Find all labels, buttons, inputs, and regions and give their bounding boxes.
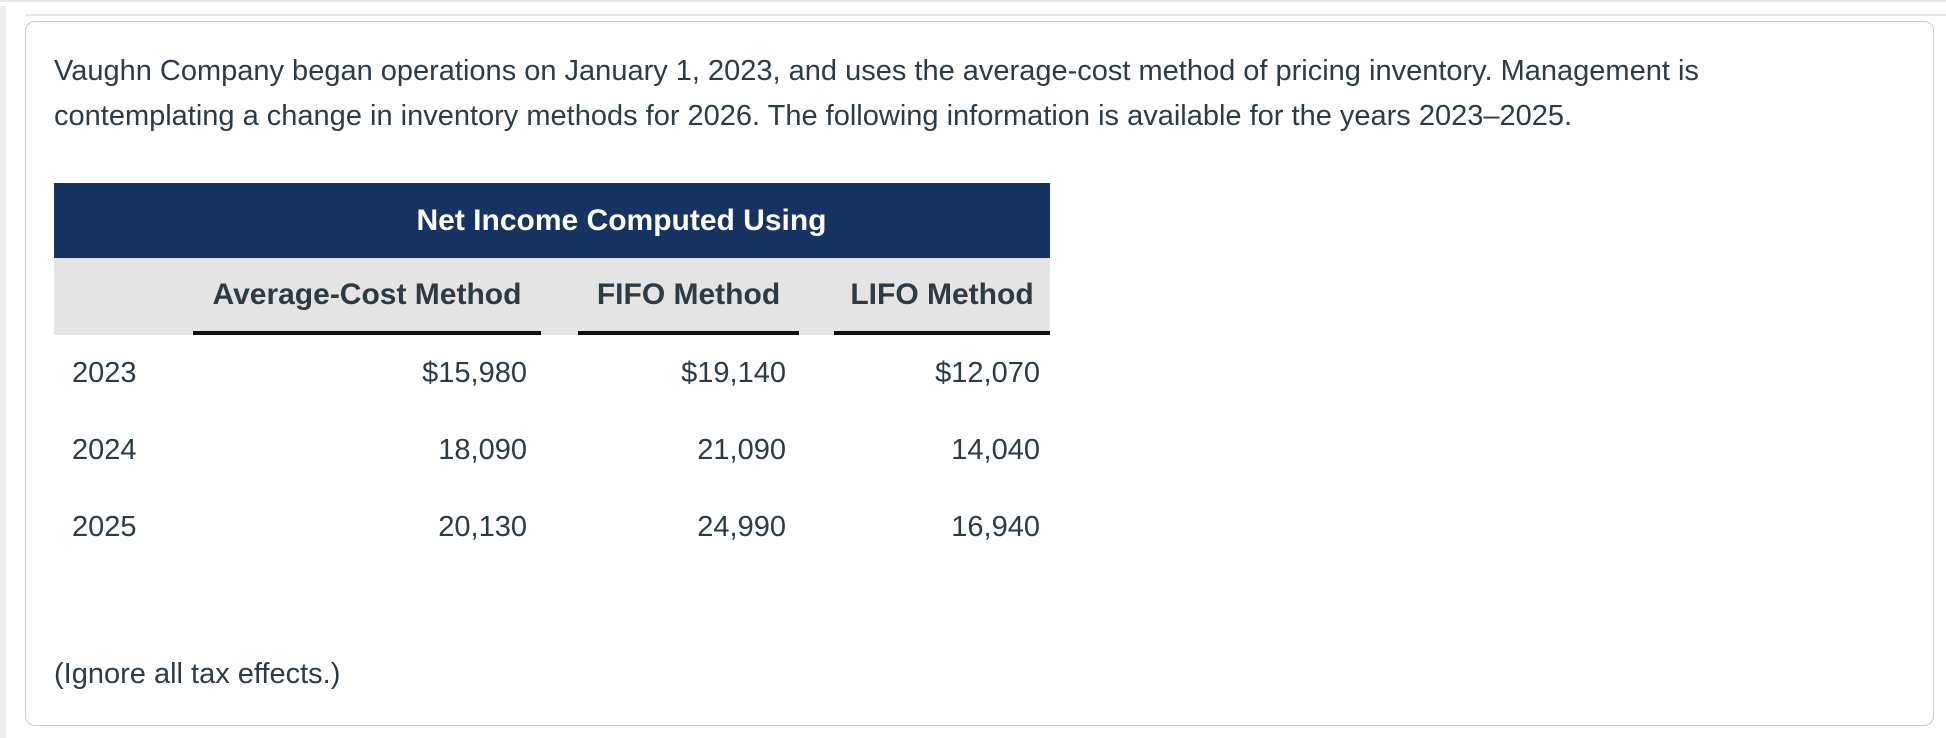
fifo-value: 21,090 xyxy=(697,434,786,466)
table-row: 2025 20,130 24,990 16,940 xyxy=(54,489,1050,566)
table-row: 2023 $15,980 $19,140 $12,070 xyxy=(54,335,1050,412)
lifo-value: $12,070 xyxy=(935,357,1040,389)
column-header-fifo: FIFO Method xyxy=(596,278,781,311)
underline-lifo xyxy=(834,331,1050,335)
column-header-lifo: LIFO Method xyxy=(850,278,1034,311)
column-header-average-cost: Average-Cost Method xyxy=(212,278,522,311)
underline-average-cost xyxy=(193,331,541,335)
net-income-table: Net Income Computed Using Average-Cost M… xyxy=(54,183,1050,566)
table-title-band: Net Income Computed Using xyxy=(54,183,1050,258)
table-column-header-row: Average-Cost Method FIFO Method LIFO Met… xyxy=(54,258,1050,335)
lifo-value: 14,040 xyxy=(951,434,1040,466)
fifo-value: 24,990 xyxy=(697,511,786,543)
average-cost-value: 20,130 xyxy=(438,511,527,543)
year-cell: 2023 xyxy=(72,357,137,389)
underline-fifo xyxy=(578,331,799,335)
left-edge-strip xyxy=(0,6,6,738)
average-cost-value: $15,980 xyxy=(422,357,527,389)
upper-divider xyxy=(25,14,1946,16)
table-body: 2023 $15,980 $19,140 $12,070 2024 18,090… xyxy=(54,335,1050,566)
problem-statement-line-2: contemplating a change in inventory meth… xyxy=(54,100,1573,132)
year-cell: 2024 xyxy=(72,434,137,466)
problem-statement-line-1: Vaughn Company began operations on Janua… xyxy=(54,55,1699,87)
year-cell: 2025 xyxy=(72,511,137,543)
question-card: Vaughn Company began operations on Janua… xyxy=(25,21,1934,726)
table-row: 2024 18,090 21,090 14,040 xyxy=(54,412,1050,489)
table-title: Net Income Computed Using xyxy=(416,204,827,237)
problem-statement: Vaughn Company began operations on Janua… xyxy=(54,49,1905,139)
tax-effects-note: (Ignore all tax effects.) xyxy=(54,658,341,690)
average-cost-value: 18,090 xyxy=(438,434,527,466)
top-hairline-divider xyxy=(0,0,1946,2)
fifo-value: $19,140 xyxy=(681,357,786,389)
lifo-value: 16,940 xyxy=(951,511,1040,543)
